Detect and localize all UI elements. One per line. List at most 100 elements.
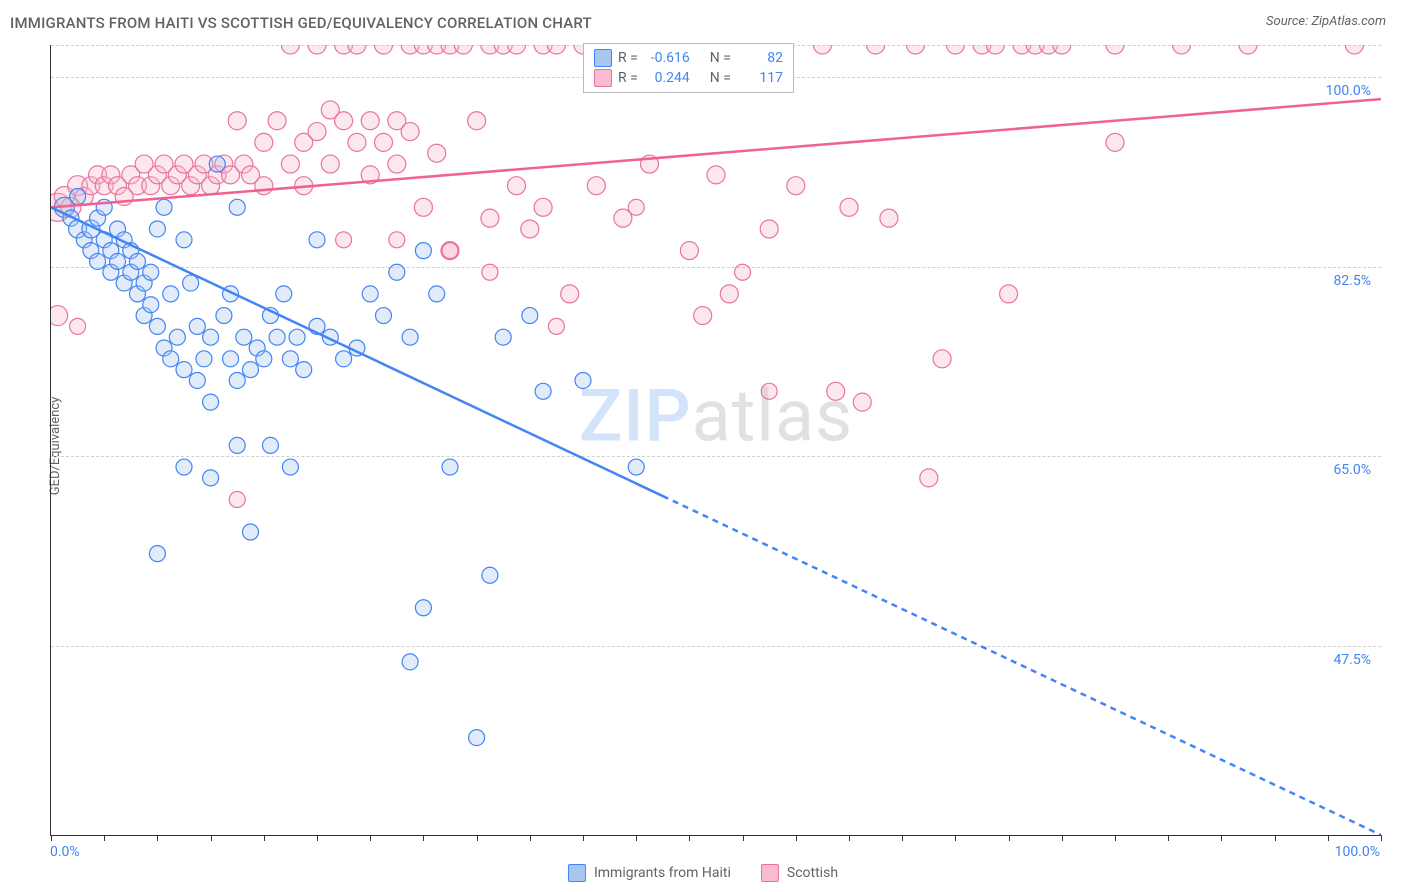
data-point xyxy=(481,209,499,227)
data-point xyxy=(149,221,165,237)
data-point xyxy=(508,45,526,54)
data-point xyxy=(694,307,712,325)
data-point xyxy=(348,133,366,151)
data-point xyxy=(414,198,432,216)
corr-R-label: R = xyxy=(618,50,638,66)
x-tick xyxy=(530,835,531,841)
data-point xyxy=(827,382,845,400)
data-point xyxy=(163,286,179,302)
data-point xyxy=(176,362,192,378)
data-point xyxy=(196,351,212,367)
data-point xyxy=(482,567,498,583)
chart-title: IMMIGRANTS FROM HAITI VS SCOTTISH GED/EQ… xyxy=(10,14,592,32)
trend-line xyxy=(51,207,663,496)
data-point xyxy=(535,383,551,399)
data-point xyxy=(143,297,159,313)
data-point xyxy=(243,362,259,378)
data-point xyxy=(269,329,285,345)
x-tick xyxy=(264,835,265,841)
data-point xyxy=(376,308,392,324)
data-point xyxy=(813,45,831,54)
x-tick xyxy=(1275,835,1276,841)
legend-swatch-blue xyxy=(568,864,586,882)
corr-N-value: 82 xyxy=(737,50,783,66)
x-tick xyxy=(1168,835,1169,841)
data-point xyxy=(561,285,579,303)
data-point xyxy=(880,209,898,227)
data-point xyxy=(262,437,278,453)
data-point xyxy=(454,45,472,54)
data-point xyxy=(281,45,299,54)
corr-legend-row-blue: R =-0.616N =82 xyxy=(594,48,783,68)
x-axis-max-label: 100.0% xyxy=(1335,844,1380,860)
data-point xyxy=(521,220,539,238)
corr-R-value: 0.244 xyxy=(644,70,690,86)
data-point xyxy=(289,329,305,345)
x-tick xyxy=(317,835,318,841)
x-tick xyxy=(583,835,584,841)
legend-item-pink: Scottish xyxy=(761,864,838,882)
data-point xyxy=(203,470,219,486)
plot-svg xyxy=(51,45,1381,835)
data-point xyxy=(720,285,738,303)
data-point xyxy=(176,459,192,475)
data-point xyxy=(229,372,245,388)
data-point xyxy=(867,45,885,54)
x-tick xyxy=(902,835,903,841)
data-point xyxy=(243,524,259,540)
data-point xyxy=(336,232,352,248)
data-point xyxy=(853,393,871,411)
legend-label-pink: Scottish xyxy=(787,865,838,881)
data-point xyxy=(840,198,858,216)
data-point xyxy=(255,133,273,151)
data-point xyxy=(149,546,165,562)
data-point xyxy=(276,286,292,302)
data-point xyxy=(787,177,805,195)
data-point xyxy=(468,112,486,130)
data-point xyxy=(495,329,511,345)
x-tick xyxy=(51,835,52,841)
corr-R-label: R = xyxy=(618,70,638,86)
corr-N-value: 117 xyxy=(737,70,783,86)
data-point xyxy=(375,45,393,54)
x-tick xyxy=(1381,835,1382,841)
x-tick xyxy=(849,835,850,841)
data-point xyxy=(1053,45,1071,54)
data-point xyxy=(228,112,246,130)
data-point xyxy=(469,730,485,746)
legend-item-blue: Immigrants from Haiti xyxy=(568,864,731,882)
x-tick xyxy=(423,835,424,841)
data-point xyxy=(907,45,925,54)
data-point xyxy=(255,177,273,195)
data-point xyxy=(110,253,126,269)
data-point xyxy=(203,329,219,345)
source-value: ZipAtlas.com xyxy=(1311,14,1386,29)
data-point xyxy=(308,123,326,141)
data-point xyxy=(920,469,938,487)
data-point xyxy=(129,253,145,269)
data-point xyxy=(680,242,698,260)
data-point xyxy=(143,264,159,280)
source-label: Source: xyxy=(1266,14,1308,29)
x-tick xyxy=(796,835,797,841)
data-point xyxy=(189,318,205,334)
x-tick xyxy=(104,835,105,841)
data-point xyxy=(375,133,393,151)
data-point xyxy=(282,459,298,475)
data-point xyxy=(1000,285,1018,303)
data-point xyxy=(216,308,232,324)
data-point xyxy=(282,351,298,367)
data-point xyxy=(628,199,644,215)
data-point xyxy=(268,112,286,130)
data-point xyxy=(760,220,778,238)
x-tick xyxy=(1062,835,1063,841)
data-point xyxy=(429,286,445,302)
data-point xyxy=(70,189,86,205)
data-point xyxy=(761,383,777,399)
plot-area: ZIPatlas R =-0.616N =82R =0.244N =117 47… xyxy=(50,45,1381,836)
data-point xyxy=(933,350,951,368)
data-point xyxy=(1106,133,1124,151)
data-point xyxy=(946,45,964,54)
data-point xyxy=(70,318,86,334)
data-point xyxy=(735,264,751,280)
